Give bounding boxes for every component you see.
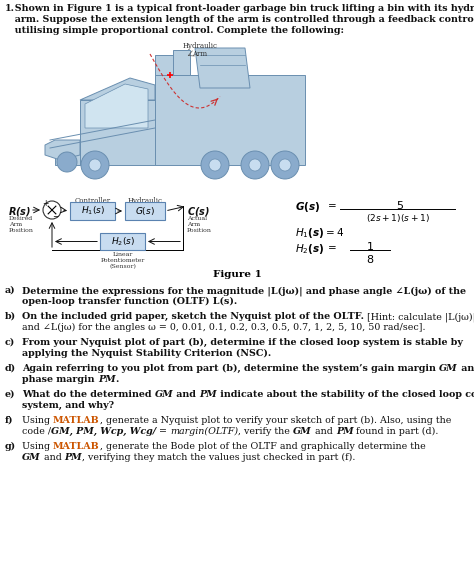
Text: Hydraulic: Hydraulic xyxy=(182,42,218,50)
Text: PM: PM xyxy=(200,390,217,399)
Polygon shape xyxy=(80,78,155,100)
Text: $=$: $=$ xyxy=(325,200,337,209)
Text: $(2s + 1)(s + 1)$: $(2s + 1)(s + 1)$ xyxy=(366,212,430,224)
Text: d): d) xyxy=(5,364,16,373)
Text: $=$: $=$ xyxy=(325,242,337,251)
Text: $1$: $1$ xyxy=(366,240,374,252)
Text: On the included grid paper, sketch the Nyquist plot of the OLTF.: On the included grid paper, sketch the N… xyxy=(22,312,367,321)
Text: Using: Using xyxy=(22,442,53,451)
Text: margin(OLTF): margin(OLTF) xyxy=(170,427,238,436)
Text: $\bfit{R(s)}$: $\bfit{R(s)}$ xyxy=(8,205,31,218)
Text: $\boldsymbol{H_1(s)} = 4$: $\boldsymbol{H_1(s)} = 4$ xyxy=(295,226,344,240)
Text: g): g) xyxy=(5,442,16,451)
Text: Actual
Arm
Position: Actual Arm Position xyxy=(187,216,212,233)
Text: [Hint: calculate |L(jω)|: [Hint: calculate |L(jω)| xyxy=(367,312,474,322)
Text: $\boldsymbol{H_2(s)}$: $\boldsymbol{H_2(s)}$ xyxy=(295,242,325,256)
Text: b): b) xyxy=(5,312,16,321)
Circle shape xyxy=(249,159,261,171)
Text: and: and xyxy=(173,390,200,399)
Text: and: and xyxy=(312,427,336,436)
Text: , verify the: , verify the xyxy=(238,427,293,436)
Text: $G(s)$: $G(s)$ xyxy=(135,205,155,217)
Text: From your Nyquist plot of part (b), determine if the closed loop system is stabl: From your Nyquist plot of part (b), dete… xyxy=(22,338,463,347)
Text: c): c) xyxy=(5,338,15,347)
Text: found in part (d).: found in part (d). xyxy=(354,427,439,436)
Circle shape xyxy=(57,152,77,172)
Text: Determine the expressions for the magnitude |L(jω)| and phase angle ∠L(jω) of th: Determine the expressions for the magnit… xyxy=(22,286,466,296)
Text: $8$: $8$ xyxy=(366,253,374,265)
Text: $H_1(s)$: $H_1(s)$ xyxy=(81,205,104,217)
Text: $\bfit{C(s)}$: $\bfit{C(s)}$ xyxy=(187,205,210,218)
Text: $5$: $5$ xyxy=(396,199,404,211)
Polygon shape xyxy=(85,84,148,128)
Text: e): e) xyxy=(5,390,16,399)
Text: 1.: 1. xyxy=(5,4,15,13)
Text: arm. Suppose the extension length of the arm is controlled through a feedback co: arm. Suppose the extension length of the… xyxy=(5,15,474,24)
Text: open-loop transfer function (OLTF) L(s).: open-loop transfer function (OLTF) L(s). xyxy=(22,297,237,306)
Text: system, and why?: system, and why? xyxy=(22,401,114,410)
Text: indicate about the stability of the closed loop control: indicate about the stability of the clos… xyxy=(217,390,474,399)
Text: GM: GM xyxy=(439,364,458,373)
Text: a): a) xyxy=(5,286,16,295)
Text: PM: PM xyxy=(64,453,82,462)
Text: Controller: Controller xyxy=(74,197,110,205)
Text: GM: GM xyxy=(22,453,41,462)
Text: .: . xyxy=(115,375,119,384)
Circle shape xyxy=(81,151,109,179)
Polygon shape xyxy=(155,55,175,75)
Text: , generate a Nyquist plot to verify your sketch of part (b). Also, using the: , generate a Nyquist plot to verify your… xyxy=(100,416,451,425)
Circle shape xyxy=(89,159,101,171)
Circle shape xyxy=(279,159,291,171)
Circle shape xyxy=(43,201,61,219)
Text: Arm: Arm xyxy=(192,50,208,58)
Text: and ∠L(jω) for the angles ω = 0, 0.01, 0.1, 0.2, 0.3, 0.5, 0.7, 1, 2, 5, 10, 50 : and ∠L(jω) for the angles ω = 0, 0.01, 0… xyxy=(22,323,426,332)
Text: f): f) xyxy=(5,416,13,425)
Text: PM: PM xyxy=(98,375,115,384)
Text: =: = xyxy=(156,427,170,436)
Text: PM: PM xyxy=(336,427,354,436)
Text: GM, PM, Wcp, Wcg/: GM, PM, Wcp, Wcg/ xyxy=(51,427,156,436)
Text: code /: code / xyxy=(22,427,51,436)
Text: $H_2(s)$: $H_2(s)$ xyxy=(110,235,135,248)
Circle shape xyxy=(201,151,229,179)
Circle shape xyxy=(209,159,221,171)
Polygon shape xyxy=(173,50,190,75)
Text: Shown in Figure 1 is a typical front-loader garbage bin truck lifting a bin with: Shown in Figure 1 is a typical front-loa… xyxy=(5,4,474,13)
Text: phase margin: phase margin xyxy=(22,375,98,384)
Polygon shape xyxy=(80,100,155,165)
Polygon shape xyxy=(155,75,305,165)
Text: $\boldsymbol{G(s)}$: $\boldsymbol{G(s)}$ xyxy=(295,200,320,214)
Text: applying the Nyquist Stability Criterion (NSC).: applying the Nyquist Stability Criterion… xyxy=(22,349,271,358)
Text: GM: GM xyxy=(155,390,173,399)
Text: Again referring to you plot from part (b), determine the system’s gain margin: Again referring to you plot from part (b… xyxy=(22,364,439,373)
Text: Hydraulic
Arm: Hydraulic Arm xyxy=(128,197,163,215)
Text: +: + xyxy=(42,200,48,208)
Text: Linear
Potentiometer
(Sensor): Linear Potentiometer (Sensor) xyxy=(100,252,145,269)
Text: and: and xyxy=(41,453,64,462)
Polygon shape xyxy=(195,48,250,88)
Text: , generate the Bode plot of the OLTF and graphically determine the: , generate the Bode plot of the OLTF and… xyxy=(100,442,426,451)
FancyBboxPatch shape xyxy=(125,202,165,220)
Circle shape xyxy=(271,151,299,179)
Text: Using: Using xyxy=(22,416,53,425)
Text: MATLAB: MATLAB xyxy=(53,416,100,425)
Text: Desired
Arm
Position: Desired Arm Position xyxy=(9,216,34,233)
Circle shape xyxy=(241,151,269,179)
Text: and: and xyxy=(458,364,474,373)
Polygon shape xyxy=(55,140,80,165)
FancyBboxPatch shape xyxy=(100,233,145,250)
Text: MATLAB: MATLAB xyxy=(53,442,100,451)
FancyBboxPatch shape xyxy=(70,202,115,220)
Text: Figure 1: Figure 1 xyxy=(212,270,262,279)
Polygon shape xyxy=(45,140,80,160)
Text: , verifying they match the values just checked in part (f).: , verifying they match the values just c… xyxy=(82,453,356,462)
Text: −: − xyxy=(52,212,58,222)
Text: What do the determined: What do the determined xyxy=(22,390,155,399)
Text: GM: GM xyxy=(293,427,312,436)
Text: utilising simple proportional control. Complete the following:: utilising simple proportional control. C… xyxy=(5,26,344,35)
